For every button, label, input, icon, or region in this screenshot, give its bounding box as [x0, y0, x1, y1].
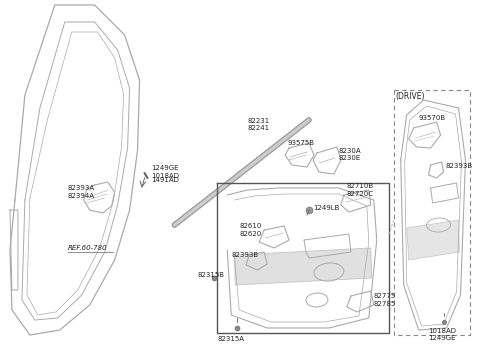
Text: 82231
82241: 82231 82241 — [247, 118, 269, 131]
Text: 82610
82620: 82610 82620 — [239, 223, 262, 237]
Text: 82393B: 82393B — [231, 252, 258, 258]
Text: 82393A
82394A: 82393A 82394A — [68, 185, 95, 199]
Text: 1018AD
1249GE: 1018AD 1249GE — [429, 328, 456, 342]
Polygon shape — [407, 220, 459, 260]
Text: REF.60-780: REF.60-780 — [68, 245, 108, 251]
Text: 93570B: 93570B — [419, 115, 446, 121]
Text: 82710B
82720C: 82710B 82720C — [347, 183, 374, 197]
Text: 8230A
8230E: 8230A 8230E — [339, 148, 361, 162]
Polygon shape — [234, 248, 372, 285]
Text: 93575B: 93575B — [287, 140, 314, 146]
Text: 1249LB: 1249LB — [313, 205, 339, 211]
Text: 1491AD: 1491AD — [152, 177, 180, 183]
Text: 82315B: 82315B — [197, 272, 224, 278]
Text: 82315A: 82315A — [217, 336, 244, 342]
Text: 1249GE
1018AD: 1249GE 1018AD — [152, 165, 180, 179]
Text: (DRIVE): (DRIVE) — [396, 92, 425, 101]
Text: 82775
82785: 82775 82785 — [374, 293, 396, 307]
Text: 82393B: 82393B — [445, 163, 473, 169]
